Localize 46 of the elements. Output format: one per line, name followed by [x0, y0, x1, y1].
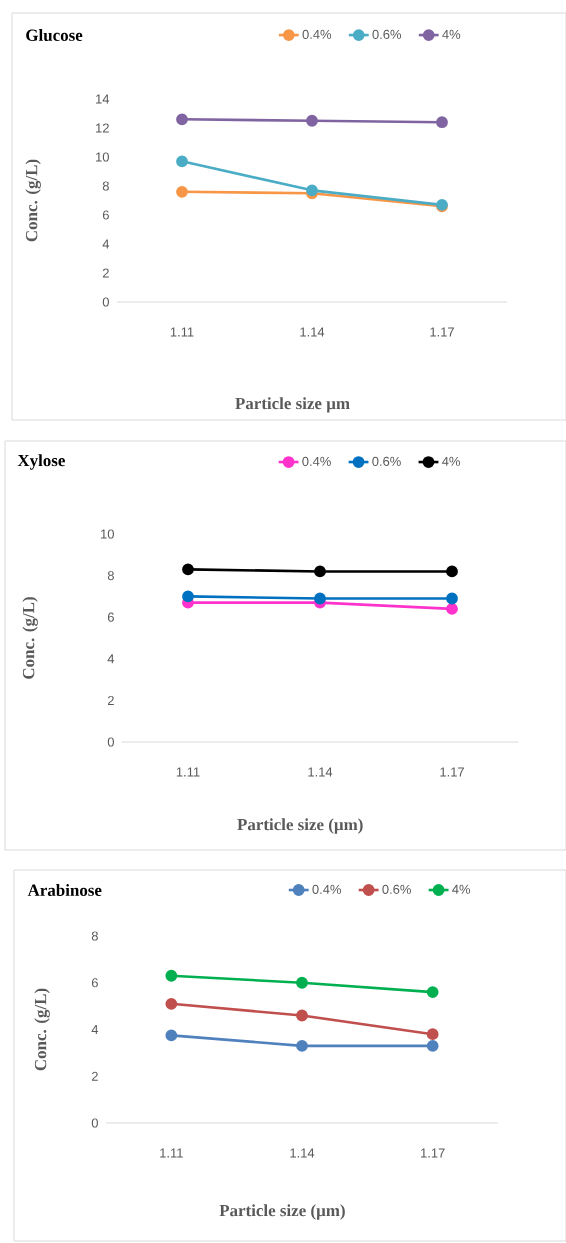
- y-axis-title: Conc. (g/L): [22, 597, 38, 679]
- legend-label: 0.6%: [372, 29, 402, 39]
- legend-label: 4%: [442, 29, 461, 39]
- chart-title: Glucose: [26, 29, 83, 42]
- y-tick-label: 2: [102, 268, 109, 278]
- y-tick-label: 4: [91, 1025, 99, 1034]
- y-tick-label: 8: [107, 571, 114, 581]
- y-tick-label: 10: [101, 529, 114, 539]
- y-axis-title: Conc. (g/L): [34, 988, 50, 1071]
- x-tick-label: 1.11: [176, 767, 200, 777]
- legend-label: 4%: [442, 456, 460, 466]
- legend-label: 0.4%: [312, 884, 341, 894]
- y-tick-label: 6: [107, 612, 114, 622]
- y-tick-label: 0: [91, 1118, 98, 1128]
- y-tick-label: 12: [96, 123, 109, 133]
- x-tick-label: 1.14: [308, 767, 333, 777]
- y-tick-label: 6: [91, 978, 98, 988]
- x-tick-label: 1.17: [421, 1148, 445, 1158]
- y-tick-label: 4: [102, 239, 110, 249]
- y-tick-label: 6: [102, 210, 109, 220]
- y-tick-label: 14: [96, 94, 110, 104]
- y-tick-label: 8: [102, 181, 109, 191]
- x-tick-label: 1.11: [160, 1148, 183, 1158]
- legend-label: 0.4%: [302, 29, 332, 39]
- chart-title: Xylose: [17, 454, 65, 470]
- y-tick-label: 10: [96, 152, 109, 162]
- y-tick-label: 8: [91, 931, 98, 941]
- x-tick-label: 1.17: [430, 327, 454, 337]
- y-tick-label: 0: [107, 737, 114, 747]
- y-tick-label: 4: [107, 654, 115, 664]
- x-axis-title: Particle size µm: [235, 397, 350, 413]
- legend-label: 4%: [452, 884, 471, 894]
- x-axis-title: Particle size (µm): [237, 818, 363, 834]
- x-tick-label: 1.14: [300, 327, 325, 337]
- legend-label: 0.4%: [302, 456, 331, 466]
- legend-label: 0.6%: [372, 456, 401, 466]
- y-tick-label: 2: [91, 1071, 98, 1081]
- x-tick-label: 1.14: [290, 1148, 315, 1158]
- x-axis-title: Particle size (µm): [219, 1204, 345, 1220]
- y-axis-title: Conc. (g/L): [25, 159, 41, 242]
- legend-label: 0.6%: [382, 884, 411, 894]
- x-tick-label: 1.11: [170, 327, 194, 337]
- y-tick-label: 2: [107, 695, 114, 705]
- y-tick-label: 0: [102, 297, 109, 307]
- chart-title: Arabinose: [27, 884, 102, 896]
- x-tick-label: 1.17: [440, 767, 464, 777]
